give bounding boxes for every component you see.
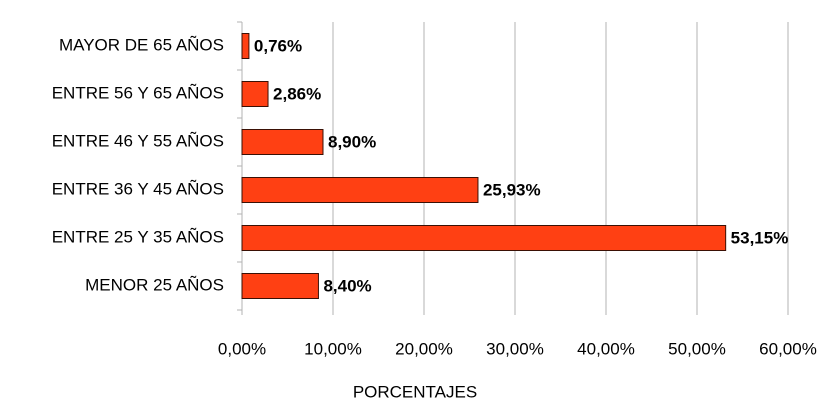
bar <box>241 33 250 59</box>
y-tick-label: ENTRE 46 Y 55 AÑOS <box>52 131 224 150</box>
x-tick-label: 40,00% <box>577 339 635 358</box>
y-tick-label: ENTRE 56 Y 65 AÑOS <box>52 83 224 102</box>
bar <box>241 129 324 155</box>
bar <box>241 177 479 203</box>
x-tick-label: 50,00% <box>668 339 726 358</box>
value-label: 8,90% <box>328 132 376 151</box>
y-tick-label: ENTRE 25 Y 35 AÑOS <box>52 227 224 246</box>
bar <box>241 273 319 299</box>
value-label: 0,76% <box>254 36 302 55</box>
bar <box>241 225 727 251</box>
x-tick-label: 30,00% <box>486 339 544 358</box>
y-tick-label: ENTRE 36 Y 45 AÑOS <box>52 179 224 198</box>
x-tick-label: 0,00% <box>218 339 266 358</box>
x-tick-label: 10,00% <box>304 339 362 358</box>
x-tick-label: 60,00% <box>759 339 817 358</box>
y-tick-label: MAYOR DE 65 AÑOS <box>59 35 224 54</box>
x-tick-label: 20,00% <box>395 339 453 358</box>
value-label: 53,15% <box>731 228 789 247</box>
value-label: 2,86% <box>273 84 321 103</box>
y-tick-label: MENOR 25 AÑOS <box>85 275 224 294</box>
x-axis-label: PORCENTAJES <box>353 382 477 401</box>
value-label: 25,93% <box>483 180 541 199</box>
value-label: 8,40% <box>323 276 371 295</box>
bar <box>241 81 269 107</box>
